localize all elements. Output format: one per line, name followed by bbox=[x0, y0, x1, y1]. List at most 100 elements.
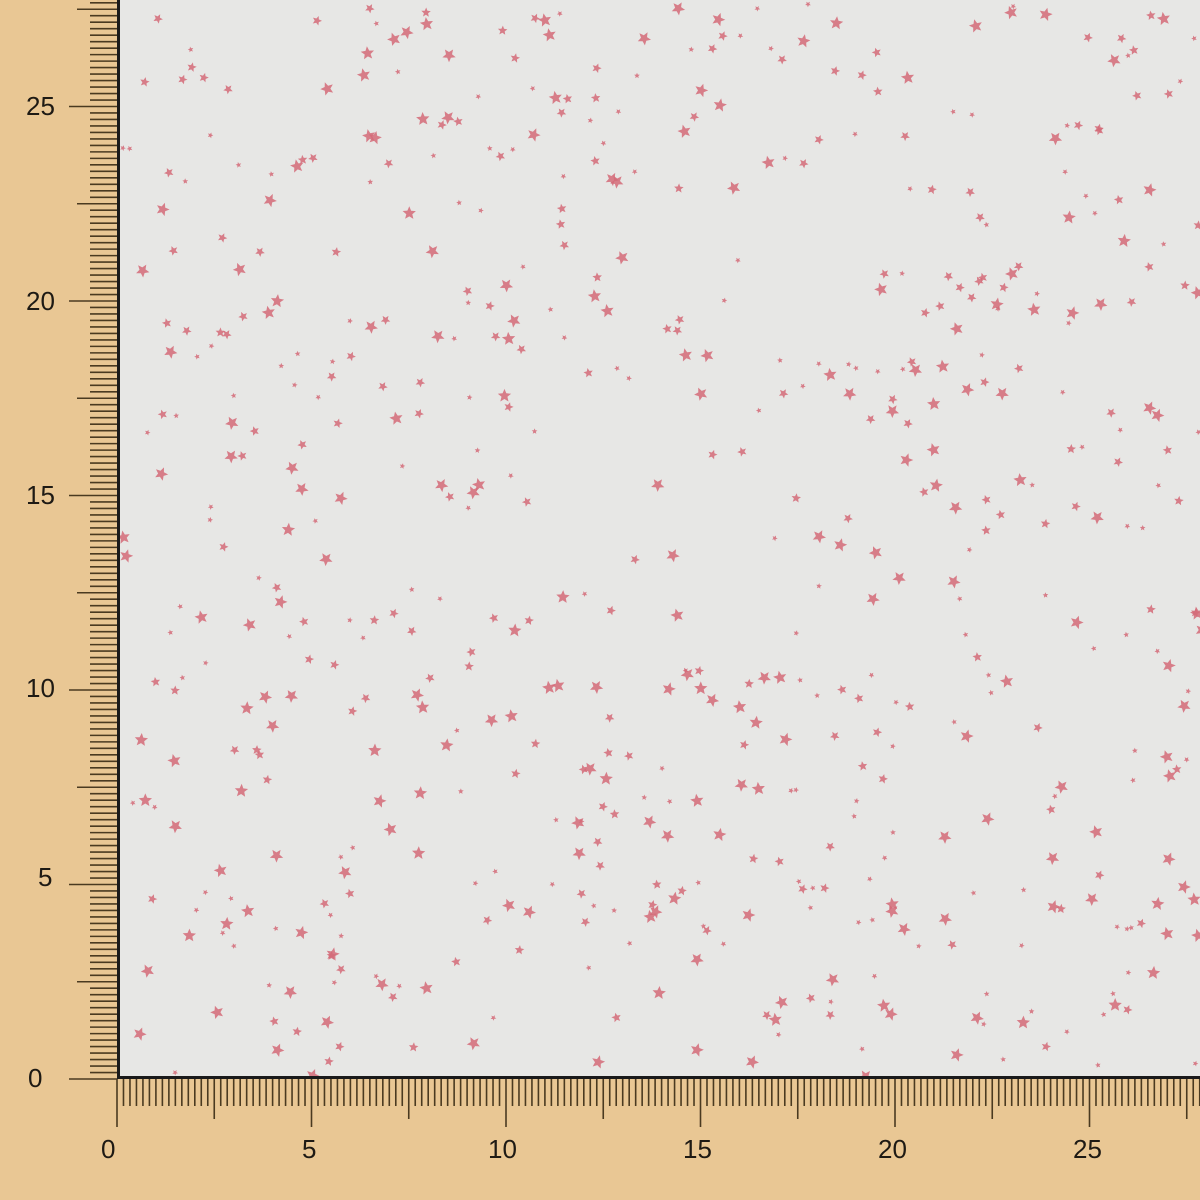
star-icon bbox=[1059, 389, 1066, 396]
star-icon bbox=[999, 674, 1013, 688]
bottom-ruler-label: 10 bbox=[488, 1134, 517, 1164]
star-icon bbox=[415, 378, 426, 388]
star-icon bbox=[626, 940, 633, 947]
star-icon bbox=[1041, 1041, 1051, 1052]
star-icon bbox=[761, 155, 775, 169]
left-ruler-label: 10 bbox=[26, 673, 55, 703]
star-icon bbox=[775, 1031, 782, 1038]
star-icon bbox=[497, 388, 512, 402]
star-icon bbox=[286, 633, 292, 640]
star-icon bbox=[867, 876, 873, 882]
star-icon bbox=[805, 1, 811, 8]
star-icon bbox=[383, 159, 394, 169]
star-icon bbox=[210, 1005, 223, 1019]
star-icon bbox=[133, 1027, 147, 1041]
star-icon bbox=[899, 270, 905, 277]
star-icon bbox=[375, 978, 389, 992]
star-icon bbox=[261, 305, 275, 319]
star-icon bbox=[278, 362, 285, 369]
star-icon bbox=[578, 764, 588, 775]
star-icon bbox=[666, 798, 673, 805]
star-icon bbox=[903, 419, 913, 429]
star-icon bbox=[649, 905, 663, 919]
star-icon bbox=[598, 802, 608, 812]
star-icon bbox=[634, 72, 640, 79]
star-icon bbox=[242, 618, 256, 632]
star-icon bbox=[530, 13, 540, 24]
star-icon bbox=[970, 890, 976, 896]
star-icon bbox=[478, 207, 484, 214]
star-icon bbox=[599, 771, 613, 785]
star-icon bbox=[299, 616, 309, 627]
star-icon bbox=[168, 246, 178, 256]
star-icon bbox=[708, 449, 718, 460]
star-icon bbox=[153, 14, 163, 24]
star-icon bbox=[486, 145, 493, 151]
star-icon bbox=[670, 608, 684, 622]
star-icon bbox=[1162, 659, 1176, 673]
star-icon bbox=[955, 282, 965, 293]
star-icon bbox=[927, 397, 941, 410]
star-icon bbox=[590, 156, 600, 166]
star-icon bbox=[843, 387, 857, 401]
star-icon bbox=[1100, 1011, 1107, 1018]
star-icon bbox=[179, 674, 186, 681]
star-icon bbox=[615, 109, 622, 115]
star-icon bbox=[145, 429, 151, 436]
star-icon bbox=[590, 93, 601, 103]
star-icon bbox=[319, 899, 329, 909]
star-icon bbox=[312, 16, 322, 26]
star-icon bbox=[805, 993, 816, 1003]
star-icon bbox=[485, 301, 495, 311]
star-icon bbox=[859, 1046, 865, 1052]
star-icon bbox=[682, 667, 689, 674]
star-icon bbox=[285, 461, 299, 475]
star-icon bbox=[1014, 363, 1024, 374]
star-icon bbox=[846, 361, 852, 367]
star-icon bbox=[581, 591, 588, 597]
star-icon bbox=[938, 912, 952, 926]
star-icon bbox=[779, 732, 793, 747]
star-icon bbox=[1117, 33, 1127, 44]
star-icon bbox=[167, 754, 181, 768]
star-icon bbox=[408, 1042, 419, 1052]
star-icon bbox=[504, 402, 514, 412]
star-icon bbox=[151, 804, 158, 811]
star-icon bbox=[637, 32, 651, 46]
star-icon bbox=[967, 293, 977, 303]
star-icon bbox=[336, 965, 346, 975]
star-icon bbox=[334, 491, 348, 505]
star-icon bbox=[238, 311, 248, 322]
star-icon bbox=[970, 1011, 984, 1025]
star-icon bbox=[611, 907, 617, 913]
star-icon bbox=[897, 922, 911, 936]
star-icon bbox=[378, 382, 388, 392]
star-icon bbox=[262, 774, 273, 785]
star-icon bbox=[172, 1070, 178, 1076]
bottom-ruler-label: 15 bbox=[683, 1134, 712, 1164]
star-icon bbox=[416, 112, 430, 125]
star-icon bbox=[830, 731, 840, 741]
star-icon bbox=[326, 947, 340, 961]
star-pattern bbox=[120, 1, 1200, 1076]
star-icon bbox=[689, 112, 700, 122]
star-icon bbox=[583, 368, 593, 378]
star-icon bbox=[962, 631, 969, 638]
star-icon bbox=[219, 930, 226, 936]
star-icon bbox=[1094, 298, 1108, 311]
star-icon bbox=[694, 681, 708, 695]
star-icon bbox=[1013, 262, 1024, 272]
star-icon bbox=[1144, 262, 1154, 272]
star-icon bbox=[451, 956, 461, 967]
star-icon bbox=[1090, 511, 1104, 525]
star-icon bbox=[768, 45, 774, 52]
star-icon bbox=[1083, 193, 1089, 199]
star-icon bbox=[983, 991, 990, 997]
star-icon bbox=[292, 1026, 302, 1037]
star-icon bbox=[451, 335, 457, 342]
star-icon bbox=[225, 416, 239, 430]
star-icon bbox=[234, 783, 249, 797]
star-icon bbox=[516, 344, 526, 355]
star-icon bbox=[979, 352, 985, 358]
star-icon bbox=[981, 525, 991, 535]
